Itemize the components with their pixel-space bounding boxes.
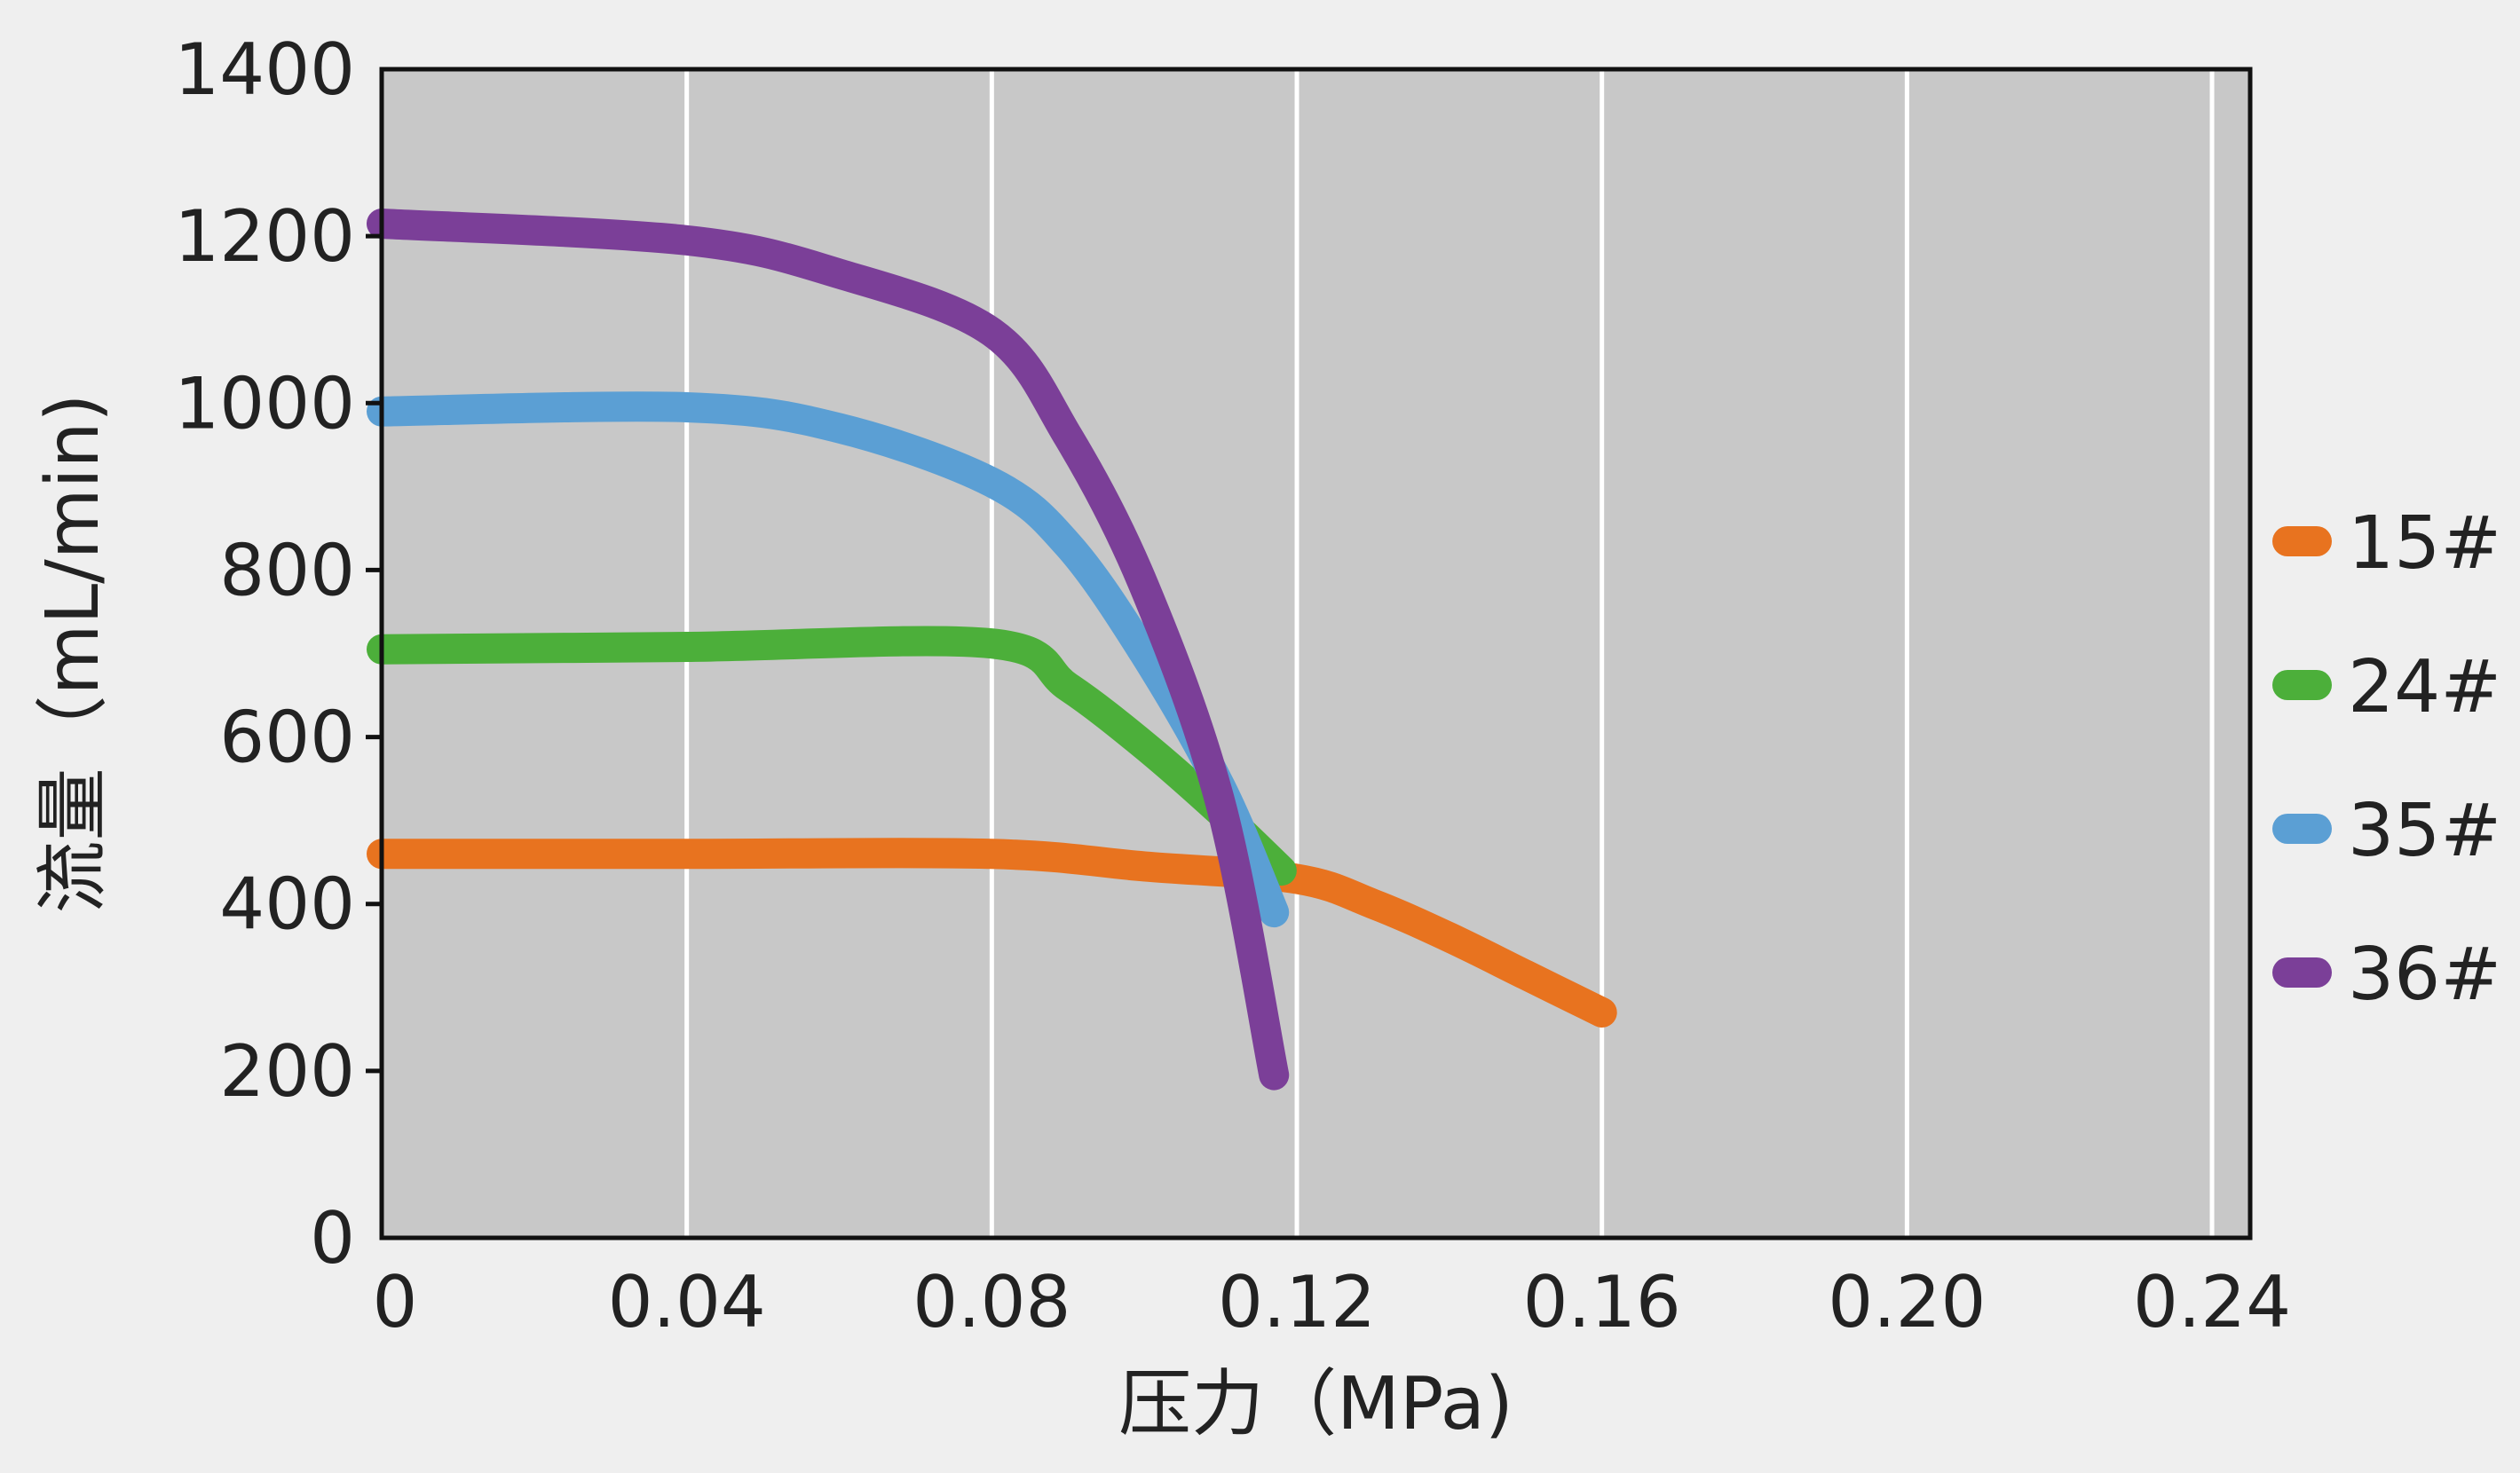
x-tick-label-5: 0.20 <box>1828 1261 1986 1343</box>
legend: 15# 24# 35# 36# <box>2272 501 2501 1017</box>
y-tick-label-6: 1200 <box>174 195 355 278</box>
x-tick-label-4: 0.16 <box>1523 1261 1681 1343</box>
plot-frame <box>379 67 2253 1241</box>
y-tick-label-3: 600 <box>219 697 355 779</box>
y-tick-label-4: 800 <box>219 529 355 611</box>
y-tick-label-5: 1000 <box>174 362 355 445</box>
legend-label-24#: 24# <box>2348 645 2501 729</box>
x-tick-label-6: 0.24 <box>2133 1261 2291 1343</box>
y-tick-label-7: 1400 <box>174 28 355 111</box>
x-tick-label-2: 0.08 <box>912 1261 1070 1343</box>
legend-label-15#: 15# <box>2348 501 2501 586</box>
x-axis: 0 0.04 0.08 0.12 0.16 0.20 0.24 <box>373 1261 2292 1343</box>
x-axis-label: 压力（MPa) <box>1118 1362 1513 1446</box>
x-tick-label-3: 0.12 <box>1218 1261 1376 1343</box>
legend-label-36#: 36# <box>2348 933 2501 1017</box>
y-tick-label-1: 200 <box>219 1030 355 1113</box>
x-tick-label-0: 0 <box>373 1261 418 1343</box>
legend-label-35#: 35# <box>2348 789 2501 873</box>
x-tick-label-1: 0.04 <box>608 1261 766 1343</box>
series-line-36# <box>367 209 1290 1091</box>
series-line-15# <box>367 838 1617 1028</box>
y-axis-label: 流量（mL/min) <box>31 394 115 914</box>
series-layer <box>367 209 1617 1091</box>
y-tick-label-0: 0 <box>310 1197 355 1280</box>
y-tick-label-2: 400 <box>219 863 355 946</box>
y-axis: 0 200 400 600 800 1000 1200 1400 <box>174 28 382 1280</box>
